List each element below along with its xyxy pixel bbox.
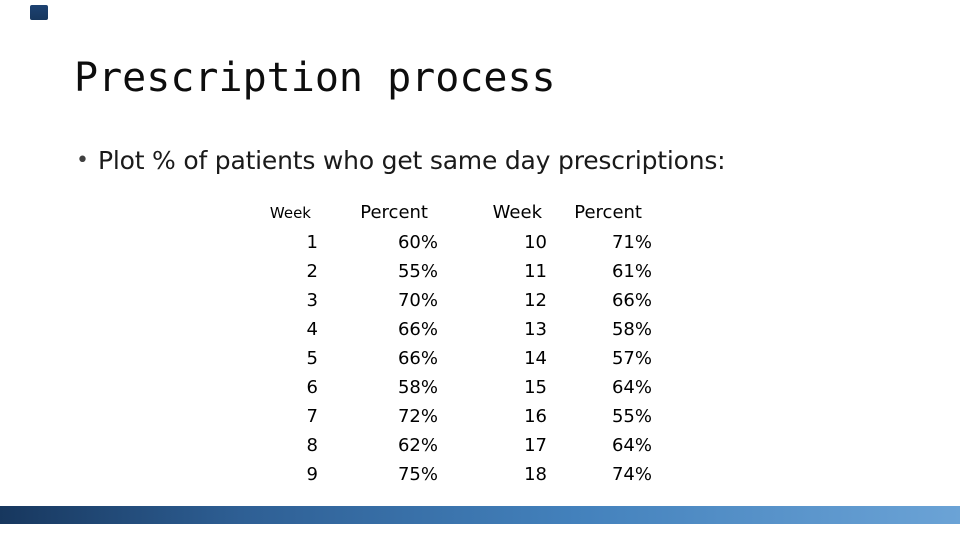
table-cell: 64% bbox=[611, 377, 652, 398]
table-cell: 13 bbox=[524, 319, 547, 340]
table-cell: 66% bbox=[397, 319, 438, 340]
table-cell: 66% bbox=[611, 290, 652, 311]
table-cell: 55% bbox=[611, 406, 652, 427]
table-cell: 57% bbox=[611, 348, 652, 369]
table-cell: 5 bbox=[306, 348, 318, 369]
table-cell: 1 bbox=[306, 232, 318, 253]
bottom-accent-bar bbox=[0, 506, 960, 524]
table-cell: 3 bbox=[306, 290, 318, 311]
page-title: Prescription process bbox=[74, 55, 556, 101]
table-cell: 71% bbox=[611, 232, 652, 253]
table-cell: 6 bbox=[306, 377, 318, 398]
bullet-text: Plot % of patients who get same day pres… bbox=[97, 146, 726, 175]
table-cell: 62% bbox=[397, 435, 438, 456]
table-cell: 74% bbox=[611, 464, 652, 485]
bullet-item: • Plot % of patients who get same day pr… bbox=[76, 144, 726, 178]
corner-accent-square bbox=[30, 5, 48, 20]
column-header-percent-right: Percent bbox=[574, 202, 642, 223]
table-cell: 10 bbox=[524, 232, 547, 253]
table-cell: 11 bbox=[524, 261, 547, 282]
table-cell: 61% bbox=[611, 261, 652, 282]
table-cell: 16 bbox=[524, 406, 547, 427]
table-cell: 15 bbox=[524, 377, 547, 398]
table-cell: 18 bbox=[524, 464, 547, 485]
table-cell: 7 bbox=[306, 406, 318, 427]
table-cell: 4 bbox=[306, 319, 318, 340]
table-cell: 70% bbox=[397, 290, 438, 311]
table-cell: 55% bbox=[397, 261, 438, 282]
bullet-icon: • bbox=[76, 148, 89, 173]
table-cell: 75% bbox=[397, 464, 438, 485]
table-cell: 17 bbox=[524, 435, 547, 456]
column-header-percent-left: Percent bbox=[360, 202, 428, 223]
table-cell: 64% bbox=[611, 435, 652, 456]
table-cell: 14 bbox=[524, 348, 547, 369]
table-cell: 60% bbox=[397, 232, 438, 253]
table-cell: 2 bbox=[306, 261, 318, 282]
table-cell: 9 bbox=[306, 464, 318, 485]
table-cell: 8 bbox=[306, 435, 318, 456]
prescription-table: Week Percent Week Percent 1 60% 10 71% 2… bbox=[260, 198, 652, 489]
column-header-week-right: Week bbox=[492, 202, 542, 223]
table-cell: 66% bbox=[397, 348, 438, 369]
table-cell: 72% bbox=[397, 406, 438, 427]
table-cell: 58% bbox=[397, 377, 438, 398]
column-header-week-left: Week bbox=[269, 204, 311, 222]
table-cell: 58% bbox=[611, 319, 652, 340]
table-cell: 12 bbox=[524, 290, 547, 311]
